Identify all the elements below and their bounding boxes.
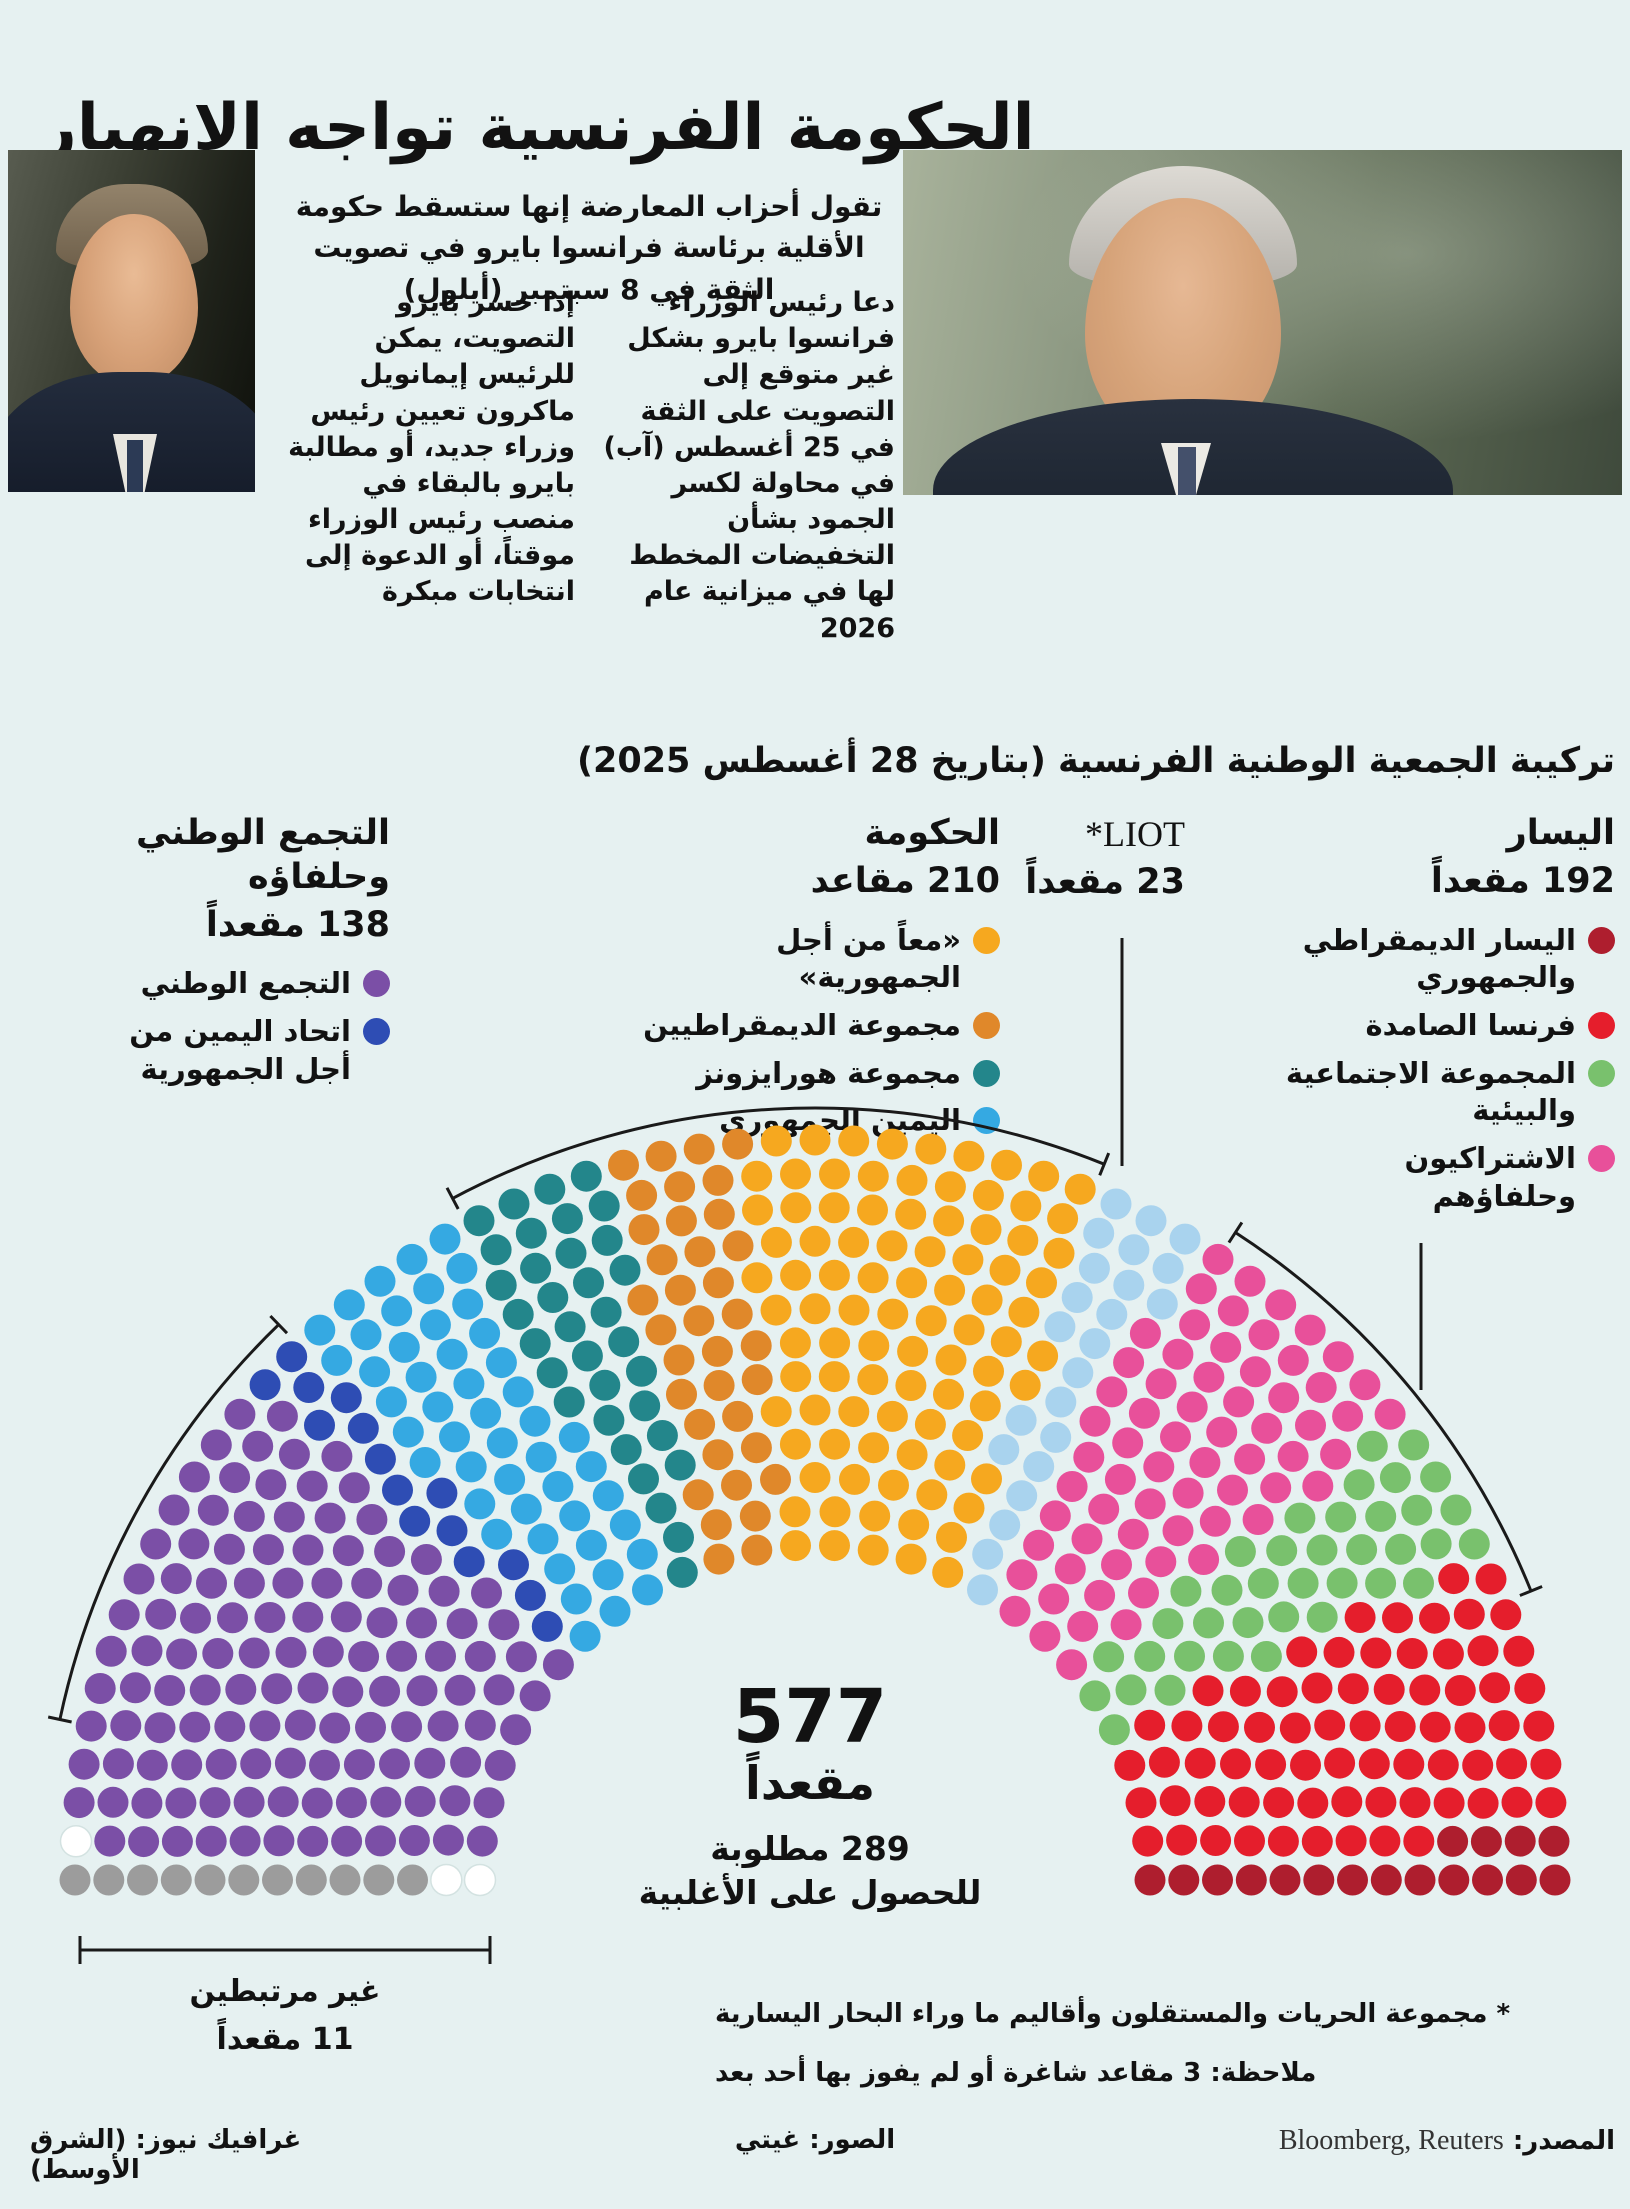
- majority-line1: 289 مطلوبة: [710, 1828, 910, 1868]
- source-label: المصدر:: [1512, 2126, 1615, 2156]
- non-attached-line1: غير مرتبطين: [189, 1974, 381, 2009]
- legend-item: مجموعة هورايزونز: [620, 1055, 1000, 1093]
- legend-liot-count: 23 مقعداً: [1025, 862, 1185, 902]
- bracket-left-bloc: [1234, 1231, 1533, 1592]
- legend-item-label: مجموعة الديمقراطيين: [643, 1007, 961, 1042]
- legend-item-label: المجموعة الاجتماعية والبيئية: [1285, 1055, 1576, 1128]
- center-stats: 577 مقعداً 289 مطلوبة للحصول على الأغلبي…: [615, 1680, 1005, 1916]
- legend-rn-bloc: التجمع الوطني وحلفاؤه 138 مقعداً التجمع …: [10, 812, 390, 1098]
- legend-item-label: اليمين الجمهوري: [719, 1103, 961, 1138]
- legend-color-dot: [973, 926, 1000, 954]
- bracket-rn-ticks: [47, 1314, 289, 1724]
- legend-government-title: الحكومة: [864, 813, 1000, 853]
- legend-government-items: «معاً من أجل الجمهورية» مجموعة الديمقراطي…: [620, 922, 1000, 1140]
- bracket-non-attached: [78, 1936, 492, 1964]
- bracket-rn: [58, 1323, 280, 1720]
- legend-item: مجموعة الديمقراطيين: [620, 1007, 1000, 1045]
- total-seats-unit: مقعداً: [745, 1756, 875, 1810]
- legend-item-label: «معاً من أجل الجمهورية»: [776, 922, 961, 995]
- footer: المصدر: Bloomberg, Reuters الصور: غيتي غ…: [0, 2125, 1630, 2185]
- macron-photo: [8, 150, 255, 492]
- legend-color-dot: [363, 970, 390, 998]
- bracket-government-ticks: [445, 1152, 1111, 1210]
- graphics-credit: غرافيك نيوز: (الشرق الأوسط): [30, 2125, 302, 2185]
- source-credit: المصدر: Bloomberg, Reuters: [1279, 2125, 1615, 2157]
- legend-color-dot: [1588, 1144, 1615, 1172]
- legend-left-bloc-items: اليسار الديمقراطي والجمهوري فرنسا الصامدة…: [1185, 922, 1615, 1216]
- legend-item-label: مجموعة هورايزونز: [696, 1055, 961, 1090]
- legend-item: «معاً من أجل الجمهورية»: [620, 922, 1000, 997]
- legend-color-dot: [973, 1059, 1000, 1087]
- non-attached-line2: 11 مقعداً: [216, 2022, 354, 2057]
- bayrou-photo: [903, 150, 1622, 495]
- legend-item: اليسار الديمقراطي والجمهوري: [1185, 922, 1615, 997]
- legend-liot: *LIOT 23 مقعداً: [975, 812, 1185, 905]
- footnotes: * مجموعة الحريات والمستقلون وأقاليم ما و…: [715, 1985, 1615, 2102]
- non-attached-label: غير مرتبطين 11 مقعداً: [120, 1968, 450, 2064]
- legend-color-dot: [1588, 1059, 1615, 1087]
- legend-left-bloc: اليسار 192 مقعداً اليسار الديمقراطي والج…: [1185, 812, 1615, 1225]
- legend-item-label: اتحاد اليمين من أجل الجمهورية: [129, 1013, 351, 1086]
- intro-text: تقول أحزاب المعارضة إنها ستسقط حكومة الأ…: [295, 190, 883, 306]
- bracket-left-bloc-ticks: [1227, 1221, 1543, 1597]
- legend-left-bloc-title: اليسار: [1506, 813, 1615, 853]
- legend-rn-bloc-count: 138 مقعداً: [205, 904, 390, 945]
- legend-rn-bloc-items: التجمع الوطني اتحاد اليمين من أجل الجمهور…: [10, 965, 390, 1088]
- legend-left-bloc-count: 192 مقعداً: [1430, 860, 1615, 901]
- face-shape: [70, 214, 198, 386]
- legend-color-dot: [1588, 1011, 1615, 1039]
- legend-item: اتحاد اليمين من أجل الجمهورية: [10, 1013, 390, 1088]
- total-seats-value: 577: [732, 1674, 888, 1760]
- majority-line2: للحصول على الأغلبية: [638, 1873, 982, 1913]
- legend-item: الاشتراكيون وحلفاؤهم: [1185, 1140, 1615, 1215]
- legend-item-label: فرنسا الصامدة: [1365, 1007, 1576, 1042]
- legend-item: فرنسا الصامدة: [1185, 1007, 1615, 1045]
- tie-shape: [127, 440, 143, 492]
- tie-shape: [1178, 447, 1196, 495]
- footnote-liot: * مجموعة الحريات والمستقلون وأقاليم ما و…: [715, 1999, 1511, 2029]
- legend-rn-bloc-title: التجمع الوطني وحلفاؤه: [136, 813, 390, 897]
- section-title: تركيبة الجمعية الوطنية الفرنسية (بتاريخ …: [576, 741, 1615, 782]
- paragraph-confidence-vote: دعا رئيس الوزراء فرانسوا بايرو بشكل غير …: [603, 287, 896, 644]
- paragraph-if-bayrou-loses: إذا خسر بايرو التصويت، يمكن للرئيس إيمان…: [288, 287, 575, 608]
- legend-item: المجموعة الاجتماعية والبيئية: [1185, 1055, 1615, 1130]
- legend-item-label: اليسار الديمقراطي والجمهوري: [1302, 922, 1576, 995]
- legend-item-label: الاشتراكيون وحلفاؤهم: [1404, 1140, 1576, 1213]
- legend-color-dot: [973, 1107, 1000, 1135]
- legend-color-dot: [363, 1017, 390, 1045]
- legend-item: التجمع الوطني: [10, 965, 390, 1003]
- legend-government: الحكومة 210 مقاعد «معاً من أجل الجمهورية…: [620, 812, 1000, 1150]
- legend-liot-title: *LIOT: [1085, 814, 1185, 854]
- photos-credit: الصور: غيتي: [734, 2125, 896, 2155]
- footnote-vacant: ملاحظة: 3 مقاعد شاغرة أو لم يفوز بها أحد…: [715, 2057, 1317, 2088]
- legend-government-count: 210 مقاعد: [810, 860, 1000, 901]
- legend-item-label: التجمع الوطني: [140, 966, 351, 1001]
- source-value: Bloomberg, Reuters: [1278, 2125, 1504, 2156]
- legend-item: اليمين الجمهوري: [620, 1102, 1000, 1140]
- legend-color-dot: [973, 1011, 1000, 1039]
- legend-color-dot: [1588, 926, 1615, 954]
